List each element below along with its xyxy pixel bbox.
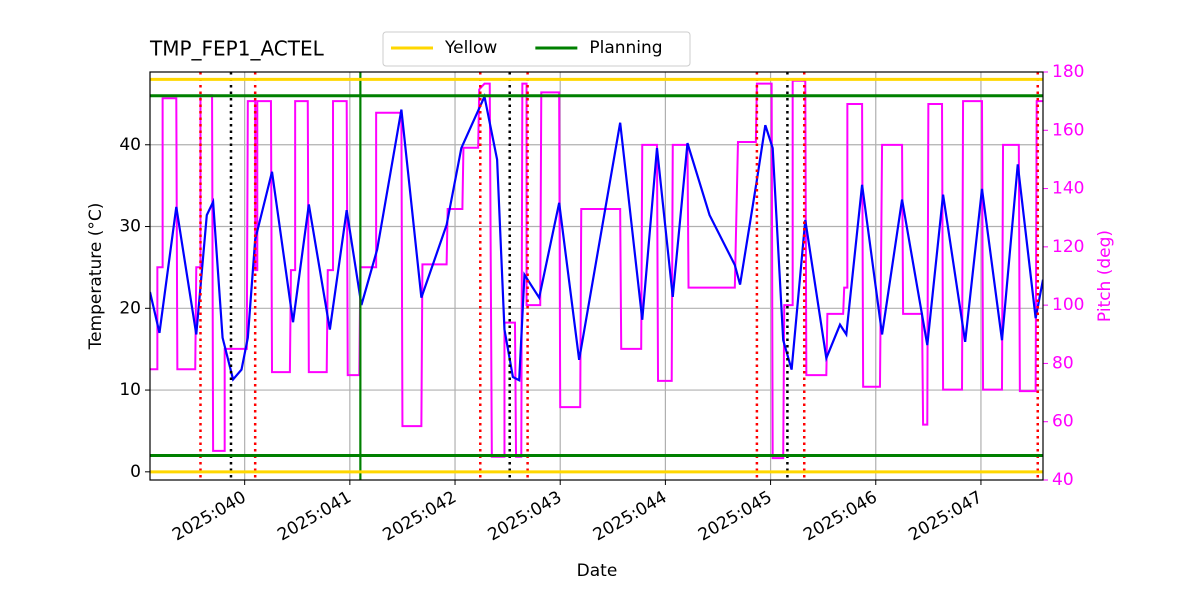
chart-title: TMP_FEP1_ACTEL bbox=[149, 37, 325, 61]
y2-tick-label: 180 bbox=[1052, 62, 1084, 82]
y2-tick-label: 40 bbox=[1052, 470, 1074, 490]
y-tick-label: 40 bbox=[119, 135, 141, 155]
y2-tick-label: 60 bbox=[1052, 412, 1074, 432]
x-tick-label: 2025:046 bbox=[800, 487, 881, 545]
legend-label: Planning bbox=[589, 38, 662, 58]
plot-frame bbox=[149, 71, 1044, 481]
y2-tick-label: 140 bbox=[1052, 179, 1084, 199]
x-tick-label: 2025:041 bbox=[274, 487, 355, 545]
y2-tick-label: 120 bbox=[1052, 237, 1084, 257]
y2-tick-label: 100 bbox=[1052, 295, 1084, 315]
series-line bbox=[150, 79, 1043, 460]
y2-tick-label: 160 bbox=[1052, 120, 1084, 140]
y2-axis-label: Pitch (deg) bbox=[1095, 230, 1115, 322]
x-tick-label: 2025:045 bbox=[695, 487, 776, 545]
y-tick-label: 20 bbox=[119, 298, 141, 318]
series-line bbox=[150, 92, 1043, 383]
x-tick-label: 2025:047 bbox=[905, 487, 986, 545]
legend-label: Yellow bbox=[444, 38, 497, 58]
x-tick-label: 2025:040 bbox=[169, 487, 250, 545]
x-tick-label: 2025:042 bbox=[379, 487, 460, 545]
y-tick-label: 30 bbox=[119, 217, 141, 237]
plot-area bbox=[150, 72, 1043, 480]
y-tick-label: 0 bbox=[130, 462, 141, 482]
x-tick-label: 2025:043 bbox=[485, 487, 566, 545]
x-axis-label: Date bbox=[577, 561, 618, 581]
y-axis-label: Temperature (°C) bbox=[86, 203, 106, 351]
legend: Yellow Planning bbox=[382, 31, 691, 67]
y-tick-label: 10 bbox=[119, 380, 141, 400]
x-tick-label: 2025:044 bbox=[590, 487, 671, 545]
y2-tick-label: 80 bbox=[1052, 353, 1074, 373]
